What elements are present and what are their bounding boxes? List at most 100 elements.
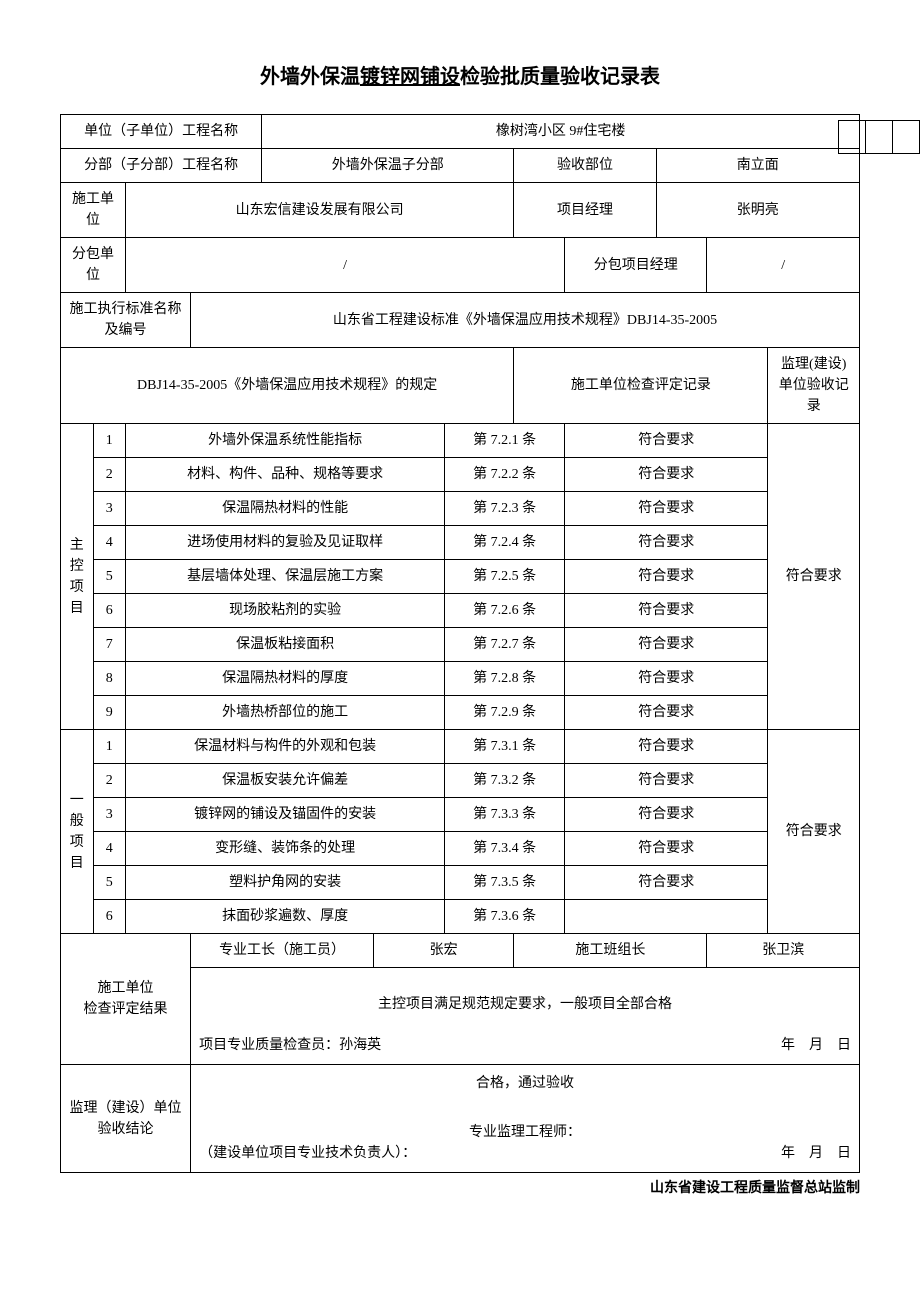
main-item-clause: 第 7.2.8 条	[445, 662, 565, 696]
general-item-num: 1	[93, 730, 126, 764]
subcontractor-value: /	[126, 238, 565, 293]
main-item-desc: 保温隔热材料的性能	[126, 492, 445, 526]
general-item-desc: 保温板安装允许偏差	[126, 764, 445, 798]
general-item-desc: 变形缝、装饰条的处理	[126, 832, 445, 866]
main-item-desc: 外墙外保温系统性能指标	[126, 424, 445, 458]
main-item-clause: 第 7.2.1 条	[445, 424, 565, 458]
construction-unit-label: 施工单位	[61, 183, 126, 238]
unit-project-value: 橡树湾小区 9#住宅楼	[262, 115, 860, 149]
regulation-header: DBJ14-35-2005《外墙保温应用技术规程》的规定	[61, 348, 514, 424]
supervision-owner-line: （建设单位项目专业技术负责人）：	[199, 1143, 416, 1164]
standard-name-label: 施工执行标准名称及编号	[61, 293, 191, 348]
main-item-clause: 第 7.2.6 条	[445, 594, 565, 628]
main-item-desc: 外墙热桥部位的施工	[126, 696, 445, 730]
construction-result-label: 施工单位 检查评定结果	[61, 934, 191, 1065]
foreman-label: 专业工长（施工员）	[191, 934, 374, 968]
unit-project-label: 单位（子单位）工程名称	[61, 115, 262, 149]
construction-result-text: 主控项目满足规范规定要求，一般项目全部合格	[199, 980, 851, 1035]
main-item-result: 符合要求	[565, 594, 768, 628]
general-item-clause: 第 7.3.6 条	[445, 900, 565, 934]
title-suffix: 检验批质量验收记录表	[460, 66, 660, 88]
general-item-desc: 抹面砂浆遍数、厚度	[126, 900, 445, 934]
inspection-form-table: 单位（子单位）工程名称 橡树湾小区 9#住宅楼 分部（子分部）工程名称 外墙外保…	[60, 114, 860, 1173]
main-item-result: 符合要求	[565, 492, 768, 526]
title-prefix: 外墙外保温	[260, 66, 360, 88]
bottom-note: 山东省建设工程质量监督总站监制	[60, 1177, 860, 1197]
general-item-desc: 保温材料与构件的外观和包装	[126, 730, 445, 764]
acceptance-part-value: 南立面	[656, 149, 859, 183]
construction-result-cell: 主控项目满足规范规定要求，一般项目全部合格 项目专业质量检查员：孙海英 年 月 …	[191, 968, 860, 1065]
main-item-num: 1	[93, 424, 126, 458]
main-item-desc: 保温板粘接面积	[126, 628, 445, 662]
general-item-result: 符合要求	[565, 798, 768, 832]
main-item-num: 3	[93, 492, 126, 526]
supervision-pass-text: 合格，通过验收	[199, 1073, 851, 1094]
main-item-num: 6	[93, 594, 126, 628]
general-item-result	[565, 900, 768, 934]
general-item-clause: 第 7.3.3 条	[445, 798, 565, 832]
general-item-result: 符合要求	[565, 764, 768, 798]
main-item-desc: 现场胶粘剂的实验	[126, 594, 445, 628]
general-item-result: 符合要求	[565, 832, 768, 866]
team-leader-value: 张卫滨	[707, 934, 860, 968]
general-item-clause: 第 7.3.5 条	[445, 866, 565, 900]
main-item-num: 5	[93, 560, 126, 594]
date-placeholder: 年 月 日	[781, 1143, 851, 1164]
construction-unit-value: 山东宏信建设发展有限公司	[126, 183, 514, 238]
project-manager-label: 项目经理	[514, 183, 656, 238]
main-item-clause: 第 7.2.3 条	[445, 492, 565, 526]
corner-index-boxes	[838, 120, 920, 154]
team-leader-label: 施工班组长	[514, 934, 707, 968]
main-item-num: 2	[93, 458, 126, 492]
supervision-label: 监理（建设）单位 验收结论	[61, 1065, 191, 1173]
standard-name-value: 山东省工程建设标准《外墙保温应用技术规程》DBJ14-35-2005	[191, 293, 860, 348]
general-item-clause: 第 7.3.2 条	[445, 764, 565, 798]
general-section-label: 一般项目	[61, 730, 94, 934]
title-underline: 镀锌网铺设	[360, 66, 460, 88]
sub-project-label: 分部（子分部）工程名称	[61, 149, 262, 183]
main-item-clause: 第 7.2.4 条	[445, 526, 565, 560]
main-item-num: 7	[93, 628, 126, 662]
date-placeholder: 年 月 日	[781, 1035, 851, 1056]
main-item-result: 符合要求	[565, 526, 768, 560]
main-item-clause: 第 7.2.7 条	[445, 628, 565, 662]
main-item-result: 符合要求	[565, 424, 768, 458]
inspection-record-header: 施工单位检查评定记录	[514, 348, 768, 424]
main-item-result: 符合要求	[565, 458, 768, 492]
main-item-clause: 第 7.2.9 条	[445, 696, 565, 730]
main-verdict: 符合要求	[768, 424, 860, 730]
main-item-desc: 材料、构件、品种、规格等要求	[126, 458, 445, 492]
general-item-result: 符合要求	[565, 730, 768, 764]
foreman-value: 张宏	[374, 934, 514, 968]
general-item-desc: 塑料护角网的安装	[126, 866, 445, 900]
main-section-label: 主控项目	[61, 424, 94, 730]
main-item-num: 9	[93, 696, 126, 730]
general-item-num: 3	[93, 798, 126, 832]
project-manager-value: 张明亮	[656, 183, 859, 238]
acceptance-part-label: 验收部位	[514, 149, 656, 183]
general-item-clause: 第 7.3.4 条	[445, 832, 565, 866]
document-title: 外墙外保温镀锌网铺设检验批质量验收记录表	[60, 60, 860, 89]
main-item-num: 4	[93, 526, 126, 560]
main-item-desc: 基层墙体处理、保温层施工方案	[126, 560, 445, 594]
sub-pm-label: 分包项目经理	[565, 238, 707, 293]
main-item-result: 符合要求	[565, 628, 768, 662]
supervision-record-header: 监理(建设)单位验收记录	[768, 348, 860, 424]
subcontractor-label: 分包单位	[61, 238, 126, 293]
main-item-clause: 第 7.2.2 条	[445, 458, 565, 492]
main-item-result: 符合要求	[565, 560, 768, 594]
main-item-num: 8	[93, 662, 126, 696]
general-item-clause: 第 7.3.1 条	[445, 730, 565, 764]
general-verdict: 符合要求	[768, 730, 860, 934]
main-item-desc: 保温隔热材料的厚度	[126, 662, 445, 696]
supervision-engineer-line: 专业监理工程师：	[199, 1122, 851, 1143]
quality-inspector-line: 项目专业质量检查员：孙海英	[199, 1035, 381, 1056]
sub-project-value: 外墙外保温子分部	[262, 149, 514, 183]
main-item-result: 符合要求	[565, 662, 768, 696]
sub-pm-value: /	[707, 238, 860, 293]
general-item-num: 4	[93, 832, 126, 866]
main-item-result: 符合要求	[565, 696, 768, 730]
main-item-desc: 进场使用材料的复验及见证取样	[126, 526, 445, 560]
general-item-result: 符合要求	[565, 866, 768, 900]
main-item-clause: 第 7.2.5 条	[445, 560, 565, 594]
